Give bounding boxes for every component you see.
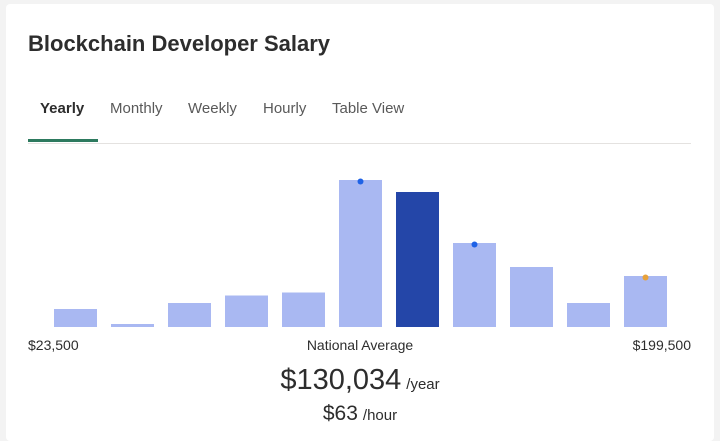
yearly-unit-label: /year — [406, 376, 440, 393]
salary-bar[interactable] — [168, 303, 211, 327]
blue-marker-dot — [357, 178, 364, 185]
salary-bar[interactable] — [225, 295, 268, 328]
salary-bar[interactable] — [453, 243, 496, 327]
axis-max-label: $199,500 — [632, 337, 691, 353]
salary-bar[interactable] — [624, 276, 667, 327]
active-tab-indicator — [28, 139, 98, 142]
hourly-salary-value: $63 — [322, 402, 358, 425]
orange-marker-dot — [642, 274, 649, 281]
tab-weekly[interactable]: Weekly — [188, 100, 237, 117]
period-tabs: Yearly Monthly Weekly Hourly Table View — [28, 89, 691, 144]
yearly-average: $130,034/year — [0, 364, 720, 397]
tab-table-view[interactable]: Table View — [332, 100, 405, 117]
tab-yearly[interactable]: Yearly — [40, 100, 85, 117]
tab-monthly[interactable]: Monthly — [110, 100, 163, 117]
salary-bar[interactable] — [111, 324, 154, 327]
blue-marker-dot — [471, 241, 478, 248]
axis-min-label: $23,500 — [28, 337, 79, 353]
salary-bar[interactable] — [339, 180, 382, 327]
tab-hourly[interactable]: Hourly — [263, 100, 307, 117]
salary-bar[interactable] — [282, 292, 325, 328]
page-title: Blockchain Developer Salary — [28, 31, 331, 56]
salary-bar-average[interactable] — [396, 192, 439, 327]
hourly-unit-label: /hour — [362, 407, 398, 424]
salary-bar[interactable] — [510, 267, 553, 327]
yearly-salary-value: $130,034 — [280, 364, 402, 396]
hourly-average: $63/hour — [0, 402, 720, 426]
axis-center-label: National Average — [306, 337, 414, 353]
salary-distribution-chart — [54, 178, 667, 328]
salary-bar[interactable] — [54, 309, 97, 327]
salary-bar[interactable] — [567, 303, 610, 327]
